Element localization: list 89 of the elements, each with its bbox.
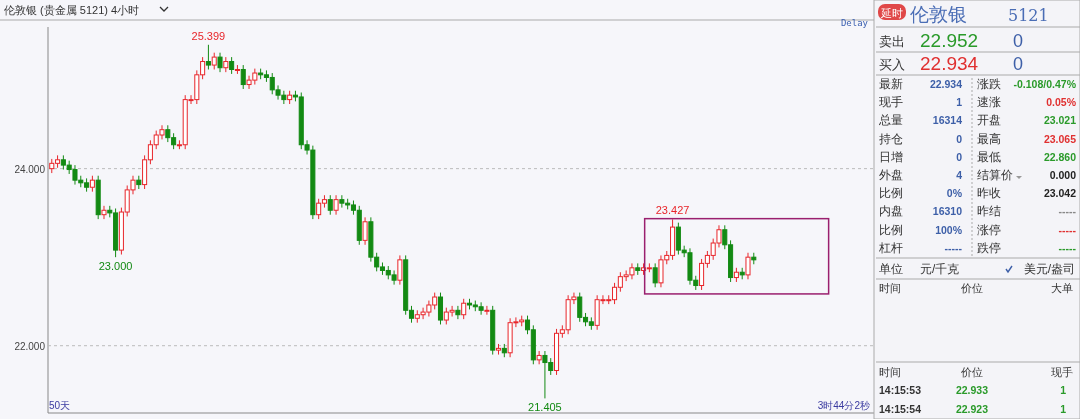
annotation: 23.427 — [655, 204, 690, 217]
text: 时间 — [879, 282, 901, 294]
text: 16310 — [932, 205, 963, 218]
text: 内盘 — [879, 204, 903, 219]
text: 日增 — [879, 149, 903, 164]
annotation: 23.000 — [98, 260, 133, 273]
text: 比例 — [879, 186, 903, 201]
text: 0% — [946, 187, 963, 200]
annotation: 3时44分2秒 — [817, 400, 870, 411]
text: 0 — [956, 150, 963, 163]
text: 22.934 — [929, 78, 963, 90]
text: 最低 — [977, 149, 1001, 164]
text: 100% — [935, 223, 963, 236]
candlestick — [461, 298, 467, 320]
text: 杠杆 — [878, 240, 903, 255]
text: 单位 — [879, 262, 903, 276]
candlestick — [484, 305, 490, 316]
text: 23.065 — [1043, 132, 1077, 145]
candlestick — [217, 52, 223, 73]
candlestick — [101, 205, 107, 220]
candlestick — [745, 252, 751, 280]
text: 最高 — [977, 131, 1001, 146]
candlestick — [437, 292, 444, 325]
text: 美元/盎司 — [1023, 262, 1075, 276]
text: 现手 — [1051, 366, 1073, 378]
text: 涨停 — [977, 222, 1001, 237]
text: ----- — [1058, 223, 1077, 236]
annotation: 25.399 — [191, 29, 226, 42]
text: 跌停 — [977, 240, 1001, 255]
text: 22.923 — [955, 403, 989, 415]
text: 1 — [956, 96, 963, 109]
text: 伦敦银 — [910, 4, 967, 25]
text: 卖出 — [879, 34, 905, 49]
text: ----- — [1058, 241, 1077, 254]
candlestick — [240, 64, 246, 90]
candlestick — [205, 44, 211, 70]
text: 价位 — [960, 282, 983, 294]
text: 0.05% — [1046, 96, 1077, 109]
text: -0.108/0.47% — [1013, 78, 1077, 90]
text: 16314 — [932, 114, 963, 127]
text: 22.934 — [920, 53, 979, 74]
text: 4 — [956, 169, 963, 181]
chart-title: 伦敦银 (贵金属 5121) 4小时 — [4, 4, 140, 16]
annotation: Delay — [840, 18, 869, 28]
text: 23.021 — [1043, 114, 1077, 127]
text: 22.860 — [1043, 150, 1077, 163]
annotation: 50天 — [49, 400, 71, 411]
text: 最新 — [879, 77, 903, 91]
y-tick-label: 22.000 — [14, 340, 46, 352]
text: 0 — [956, 132, 963, 145]
text: 时间 — [879, 366, 901, 378]
text: 总量 — [878, 113, 903, 128]
text: 昨结 — [977, 204, 1001, 219]
text: 0 — [1012, 31, 1024, 51]
text: 外盘 — [879, 168, 903, 182]
text: 比例 — [879, 222, 903, 237]
text: 昨收 — [977, 186, 1001, 201]
candlestick — [652, 262, 658, 288]
y-tick-label: 24.000 — [14, 163, 46, 175]
candlestick — [536, 350, 542, 365]
candlestick — [397, 254, 403, 286]
text: 1 — [1060, 403, 1067, 415]
candlestick — [333, 194, 339, 216]
text: 0.000 — [1049, 169, 1077, 181]
candlestick — [455, 305, 461, 320]
text: 0 — [1012, 54, 1024, 74]
text: 1 — [1060, 384, 1067, 396]
text: 大单 — [1051, 282, 1073, 294]
text: 结算价 — [977, 168, 1013, 182]
text: 元/千克 — [920, 262, 960, 276]
text: 23.042 — [1043, 187, 1077, 200]
annotation: 21.405 — [528, 401, 562, 414]
text: 5121 — [1008, 6, 1049, 25]
text: ----- — [1058, 205, 1077, 218]
text: 开盘 — [977, 113, 1001, 128]
text: 速涨 — [977, 95, 1001, 110]
text: 延时 — [880, 6, 903, 19]
candlestick — [327, 194, 333, 216]
text: 现手 — [879, 95, 903, 110]
text: 22.952 — [920, 30, 979, 51]
text: 价位 — [960, 366, 983, 378]
text: 买入 — [879, 57, 905, 72]
text: 涨跌 — [977, 77, 1001, 91]
text: 14:15:54 — [879, 403, 922, 415]
text: ----- — [944, 241, 963, 254]
candlestick — [362, 216, 368, 246]
text: 22.933 — [955, 384, 989, 396]
text: 14:15:53 — [879, 384, 922, 396]
text: 持仓 — [879, 131, 903, 146]
